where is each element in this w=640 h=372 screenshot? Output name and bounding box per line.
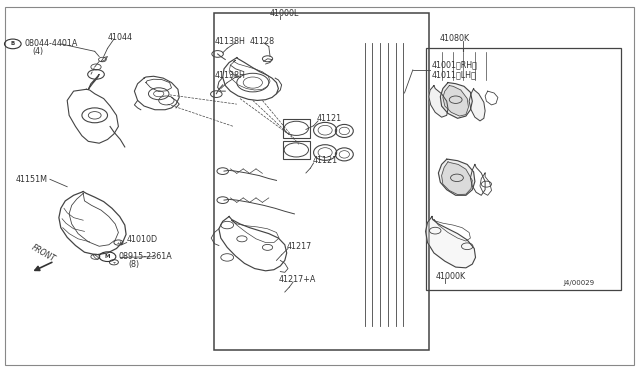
Polygon shape bbox=[429, 86, 448, 117]
Bar bbox=[426, 48, 621, 290]
Text: 41010D: 41010D bbox=[127, 235, 158, 244]
Text: 41121: 41121 bbox=[312, 156, 337, 165]
Text: 41044: 41044 bbox=[108, 33, 132, 42]
Text: FRONT: FRONT bbox=[30, 243, 57, 264]
Text: 08044-4401A: 08044-4401A bbox=[24, 39, 77, 48]
Polygon shape bbox=[469, 89, 485, 121]
Text: 41217+A: 41217+A bbox=[278, 275, 316, 284]
Bar bbox=[283, 119, 310, 138]
Text: 41011〈LH〉: 41011〈LH〉 bbox=[432, 70, 477, 79]
Text: J4/00029: J4/00029 bbox=[563, 280, 595, 286]
Text: 41080K: 41080K bbox=[439, 34, 470, 43]
Polygon shape bbox=[442, 162, 472, 195]
Text: 41001〈RH〉: 41001〈RH〉 bbox=[432, 61, 478, 70]
Text: 41151M: 41151M bbox=[16, 175, 48, 184]
Polygon shape bbox=[440, 83, 472, 118]
Text: (4): (4) bbox=[32, 47, 43, 56]
Polygon shape bbox=[438, 159, 475, 195]
Text: 41128: 41128 bbox=[250, 37, 275, 46]
Bar bbox=[214, 13, 429, 350]
Text: M: M bbox=[105, 254, 110, 259]
Bar bbox=[283, 141, 310, 159]
Polygon shape bbox=[443, 86, 468, 116]
Polygon shape bbox=[426, 217, 476, 268]
Text: 41217: 41217 bbox=[287, 242, 312, 251]
Text: 41138H: 41138H bbox=[214, 37, 245, 46]
Text: B: B bbox=[11, 41, 15, 46]
Text: 41000L: 41000L bbox=[270, 9, 300, 18]
Text: 41000K: 41000K bbox=[435, 272, 465, 280]
Text: (8): (8) bbox=[128, 260, 139, 269]
Text: 08915-2361A: 08915-2361A bbox=[118, 252, 172, 261]
Text: 41138H: 41138H bbox=[214, 71, 245, 80]
Text: 41121: 41121 bbox=[317, 114, 342, 123]
